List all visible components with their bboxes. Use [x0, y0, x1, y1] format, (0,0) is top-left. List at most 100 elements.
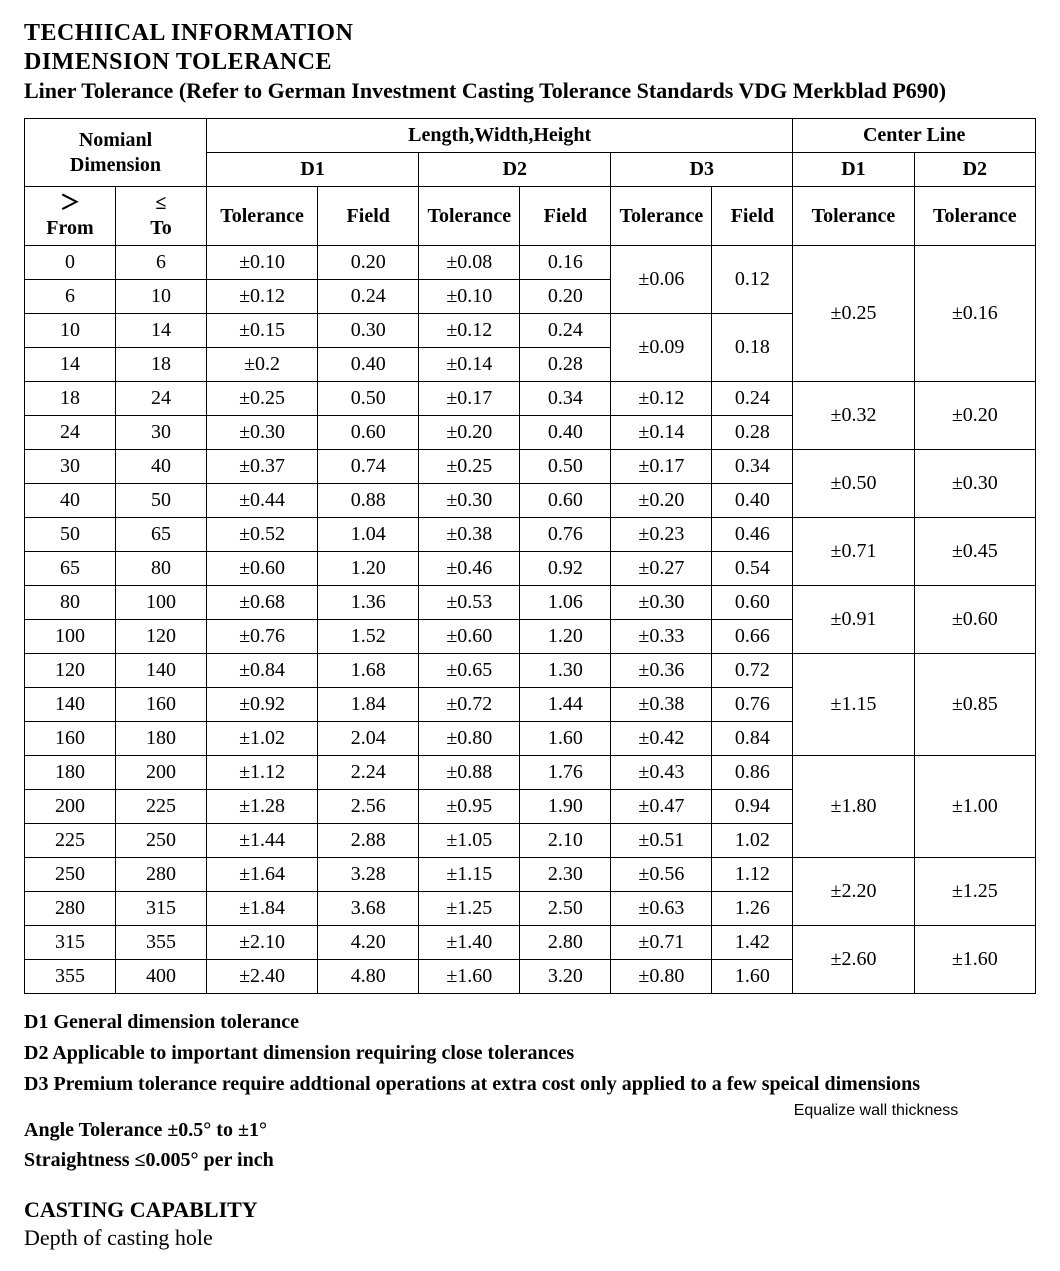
cell-to: 315 — [115, 892, 206, 926]
cell-d2-tol: ±0.30 — [419, 484, 520, 518]
cell-d3-field: 0.72 — [712, 654, 793, 688]
cell-d3-tol: ±0.63 — [611, 892, 712, 926]
cell-d1-tol: ±0.60 — [206, 552, 317, 586]
cell-d3-field: 0.84 — [712, 722, 793, 756]
straightness-tolerance: Straightness ≤0.005° per inch — [24, 1145, 1036, 1175]
table-row: 120140±0.841.68±0.651.30±0.360.72±1.15±0… — [25, 654, 1036, 688]
notes-block: D1 General dimension tolerance D2 Applic… — [24, 1008, 1036, 1099]
cell-d3-tol: ±0.09 — [611, 314, 712, 382]
cell-from: 100 — [25, 620, 116, 654]
diagram-caption: Equalize wall thickness — [716, 1102, 1036, 1120]
cell-d3-field: 0.40 — [712, 484, 793, 518]
cell-d1-field: 3.28 — [318, 858, 419, 892]
cell-cl-d1: ±1.15 — [793, 654, 914, 756]
cell-d1-field: 4.20 — [318, 926, 419, 960]
cell-to: 120 — [115, 620, 206, 654]
cell-d3-tol: ±0.36 — [611, 654, 712, 688]
cell-d2-field: 0.50 — [520, 450, 611, 484]
cell-d2-field: 0.60 — [520, 484, 611, 518]
cell-d1-tol: ±0.37 — [206, 450, 317, 484]
cell-to: 400 — [115, 960, 206, 994]
cell-cl-d1: ±2.20 — [793, 858, 914, 926]
th-d2: D2 — [419, 153, 611, 187]
cell-from: 0 — [25, 246, 116, 280]
cell-to: 180 — [115, 722, 206, 756]
th-from: ＞From — [25, 187, 116, 246]
cell-d3-field: 0.60 — [712, 586, 793, 620]
cell-d2-field: 0.28 — [520, 348, 611, 382]
cell-d3-field: 1.26 — [712, 892, 793, 926]
cell-from: 120 — [25, 654, 116, 688]
cell-d2-field: 1.20 — [520, 620, 611, 654]
note-d3: D3 Premium tolerance require addtional o… — [24, 1070, 1036, 1099]
cell-cl-d1: ±0.32 — [793, 382, 914, 450]
cell-d1-tol: ±0.44 — [206, 484, 317, 518]
cell-d2-field: 2.50 — [520, 892, 611, 926]
cell-d1-tol: ±1.12 — [206, 756, 317, 790]
cell-d3-field: 0.18 — [712, 314, 793, 382]
table-row: 315355±2.104.20±1.402.80±0.711.42±2.60±1… — [25, 926, 1036, 960]
cell-from: 280 — [25, 892, 116, 926]
cell-d3-field: 1.42 — [712, 926, 793, 960]
cell-d3-tol: ±0.14 — [611, 416, 712, 450]
cell-d1-tol: ±0.12 — [206, 280, 317, 314]
cell-d1-field: 0.88 — [318, 484, 419, 518]
cell-to: 160 — [115, 688, 206, 722]
cell-from: 65 — [25, 552, 116, 586]
cell-d2-field: 1.76 — [520, 756, 611, 790]
cell-d2-tol: ±0.53 — [419, 586, 520, 620]
cell-from: 80 — [25, 586, 116, 620]
cell-to: 30 — [115, 416, 206, 450]
cell-from: 355 — [25, 960, 116, 994]
cell-d1-field: 0.30 — [318, 314, 419, 348]
cell-d1-field: 1.36 — [318, 586, 419, 620]
cell-d2-field: 1.44 — [520, 688, 611, 722]
cell-d3-field: 0.24 — [712, 382, 793, 416]
cell-d3-tol: ±0.80 — [611, 960, 712, 994]
cell-d2-tol: ±0.20 — [419, 416, 520, 450]
cell-to: 14 — [115, 314, 206, 348]
cell-d2-tol: ±1.60 — [419, 960, 520, 994]
cell-d2-field: 0.20 — [520, 280, 611, 314]
cell-cl-d2: ±1.25 — [914, 858, 1035, 926]
cell-d2-field: 2.30 — [520, 858, 611, 892]
cell-d1-field: 1.84 — [318, 688, 419, 722]
cell-d1-tol: ±1.84 — [206, 892, 317, 926]
cell-d1-tol: ±0.76 — [206, 620, 317, 654]
cell-from: 225 — [25, 824, 116, 858]
cell-to: 6 — [115, 246, 206, 280]
th-cl-d2: D2 — [914, 153, 1035, 187]
cell-d3-tol: ±0.06 — [611, 246, 712, 314]
table-row: 180200±1.122.24±0.881.76±0.430.86±1.80±1… — [25, 756, 1036, 790]
cell-from: 250 — [25, 858, 116, 892]
cell-to: 140 — [115, 654, 206, 688]
cell-d2-field: 3.20 — [520, 960, 611, 994]
tolerance-table: Nomianl Dimension Length,Width,Height Ce… — [24, 118, 1036, 994]
cell-d1-tol: ±0.68 — [206, 586, 317, 620]
cell-cl-d1: ±0.25 — [793, 246, 914, 382]
cell-d3-tol: ±0.33 — [611, 620, 712, 654]
cell-from: 6 — [25, 280, 116, 314]
cell-d1-tol: ±1.64 — [206, 858, 317, 892]
cell-d1-tol: ±1.02 — [206, 722, 317, 756]
cell-d1-field: 0.40 — [318, 348, 419, 382]
cell-to: 10 — [115, 280, 206, 314]
cell-d1-field: 0.74 — [318, 450, 419, 484]
cell-d2-tol: ±0.88 — [419, 756, 520, 790]
cell-d1-field: 0.50 — [318, 382, 419, 416]
table-row: 1824±0.250.50±0.170.34±0.120.24±0.32±0.2… — [25, 382, 1036, 416]
table-row: 5065±0.521.04±0.380.76±0.230.46±0.71±0.4… — [25, 518, 1036, 552]
cell-d2-field: 0.76 — [520, 518, 611, 552]
cell-d1-field: 1.52 — [318, 620, 419, 654]
cell-from: 10 — [25, 314, 116, 348]
cell-d1-tol: ±0.30 — [206, 416, 317, 450]
cell-d3-field: 1.60 — [712, 960, 793, 994]
note-d2: D2 Applicable to important dimension req… — [24, 1039, 1036, 1068]
th-to: ≤To — [115, 187, 206, 246]
cell-d2-tol: ±0.12 — [419, 314, 520, 348]
cell-to: 280 — [115, 858, 206, 892]
cell-d2-field: 0.92 — [520, 552, 611, 586]
th-d1: D1 — [206, 153, 418, 187]
cell-d1-tol: ±1.28 — [206, 790, 317, 824]
cell-d2-tol: ±0.14 — [419, 348, 520, 382]
